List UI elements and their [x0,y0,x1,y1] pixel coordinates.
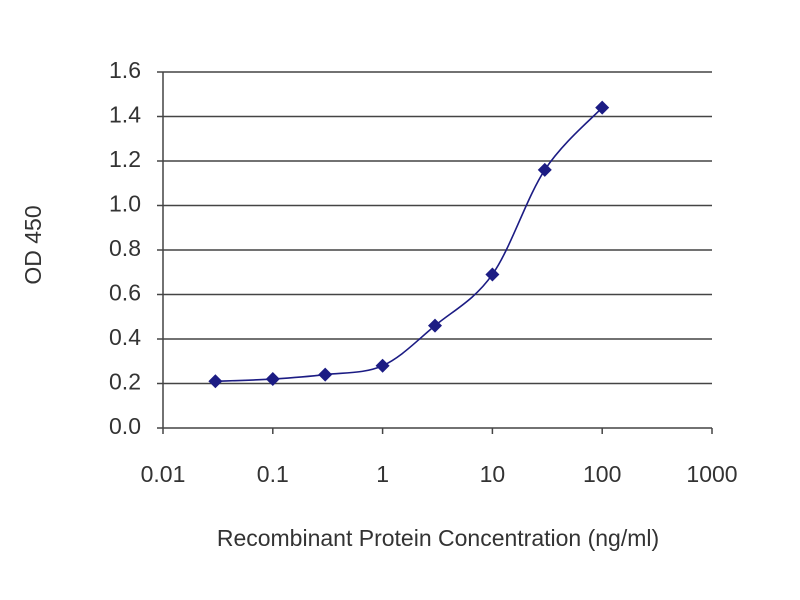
curve [215,107,603,383]
data-point [537,162,552,177]
x-tick-label: 0.1 [257,461,289,487]
x-tick-label: 10 [480,461,506,487]
y-tick-label: 0.0 [109,413,141,439]
y-tick-label: 1.2 [109,146,141,172]
x-tick-label: 100 [583,461,621,487]
y-tick-label: 0.4 [109,324,141,350]
y-tick-label: 0.8 [109,235,141,261]
y-tick-label: 1.6 [109,57,141,83]
data-point [265,372,280,387]
y-tick-label: 1.0 [109,191,141,217]
x-tick-label: 1 [376,461,389,487]
x-tick-label: 1000 [686,461,737,487]
y-tick-label: 0.6 [109,280,141,306]
y-tick-label: 1.4 [109,102,141,128]
x-axis-label: Recombinant Protein Concentration (ng/ml… [217,525,659,551]
y-tick-label: 0.2 [109,369,141,395]
data-point [595,100,610,115]
data-point [427,318,442,333]
data-point [318,367,333,382]
y-axis-label: OD 450 [20,205,46,284]
data-point [208,374,223,389]
data-point [485,267,500,282]
x-tick-label: 0.01 [141,461,186,487]
data-point [375,358,390,373]
